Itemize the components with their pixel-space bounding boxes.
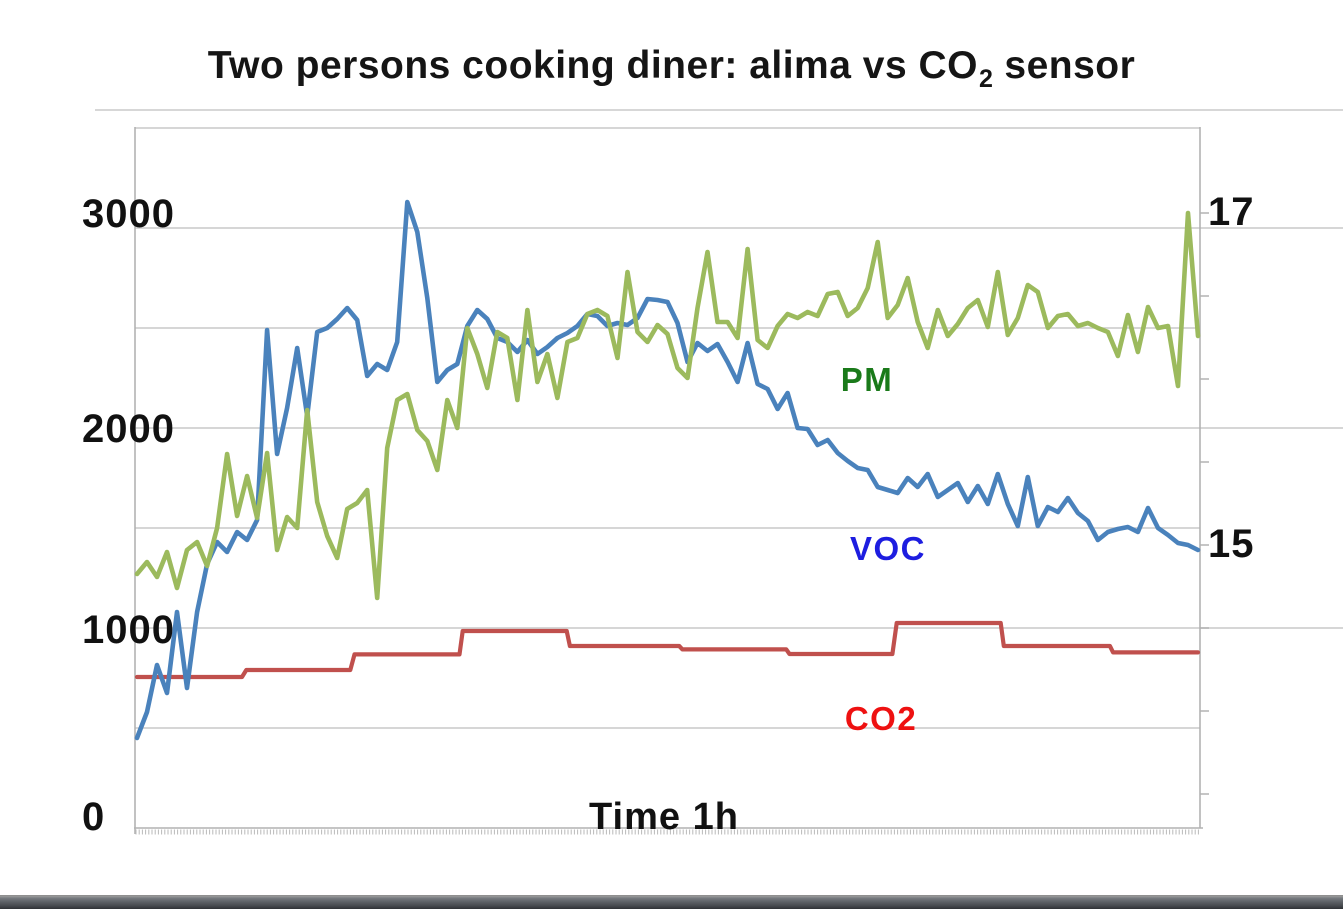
series-label-co2: CO2 — [844, 700, 918, 737]
chart-title: Two persons cooking diner: alima vs CO2 s… — [207, 44, 1136, 93]
left-axis-tick-label: 0 — [82, 795, 106, 839]
x-axis-title: Time 1h — [589, 796, 739, 838]
left-axis-tick-label: 3000 — [82, 192, 175, 236]
left-axis-tick-label: 1000 — [82, 608, 175, 652]
right-axis-tick-label: 17 — [1208, 190, 1255, 234]
chart-title-subscript: 2 — [978, 65, 994, 93]
series-line-voc — [134, 199, 1201, 741]
left-axis-tick-label: 2000 — [82, 407, 175, 451]
series-label-pm: PM — [840, 361, 894, 398]
series-label-voc: VOC — [849, 530, 927, 567]
series-line-co2 — [134, 620, 1201, 680]
series-line-pm — [134, 210, 1201, 601]
x-axis-minor-ticks — [135, 829, 1199, 835]
chart-title-suffix: sensor — [1004, 44, 1136, 87]
chart-title-text: Two persons cooking diner: alima vs CO — [207, 44, 978, 87]
title-divider — [95, 109, 1343, 111]
right-axis-tick-label: 15 — [1208, 522, 1255, 566]
window-bottom-bar — [0, 895, 1343, 909]
